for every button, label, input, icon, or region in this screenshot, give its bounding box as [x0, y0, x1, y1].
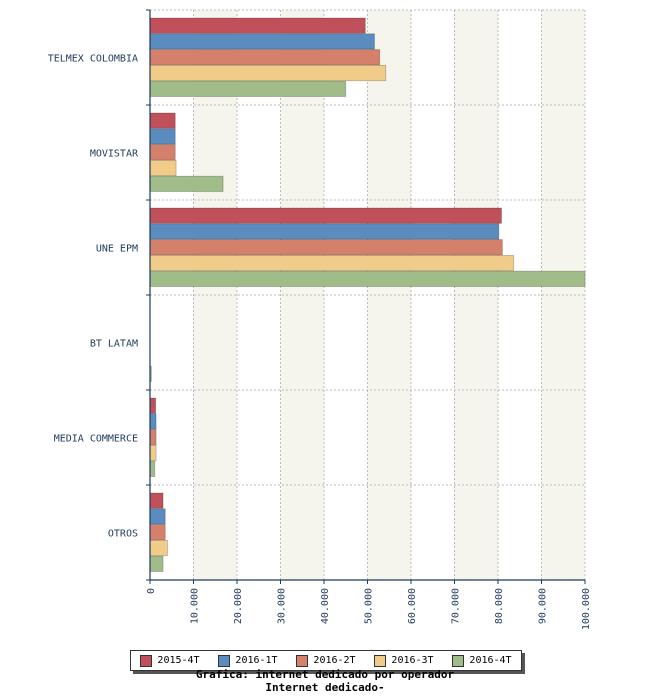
bar: [149, 159, 177, 177]
bar: [149, 270, 586, 287]
x-tick-label: 40.000: [320, 588, 331, 624]
category-label: TELMEX COLOMBIA: [48, 54, 138, 65]
category-label: OTROS: [108, 529, 138, 540]
bar: [149, 413, 157, 430]
legend-swatch: [452, 654, 465, 667]
bar: [149, 540, 168, 557]
bar: [149, 444, 157, 462]
x-tick-label: 80.000: [494, 588, 505, 624]
bar: [149, 239, 503, 256]
legend-label: 2016-3T: [391, 655, 434, 666]
x-tick-label: 100.000: [581, 588, 592, 630]
bar: [149, 17, 366, 34]
bar: [149, 80, 347, 97]
bar: [149, 508, 166, 525]
bar: [149, 207, 502, 224]
legend-item: 2016-2T: [296, 654, 356, 667]
legend-swatch: [374, 654, 387, 667]
x-tick-label: 50.000: [364, 588, 375, 624]
x-tick-label: 70.000: [451, 588, 462, 624]
legend-label: 2016-2T: [313, 655, 356, 666]
bar: [149, 128, 176, 145]
bar: [149, 223, 500, 240]
bar: [149, 492, 164, 509]
legend-item: 2016-4T: [452, 654, 512, 667]
legend-swatch: [296, 654, 309, 667]
bar-chart: 0 10.000 20.000 30.000 40.000 50.000 60.000 70.…: [48, 9, 592, 630]
bar: [149, 65, 387, 82]
category-label: MEDIA COMMERCE: [54, 434, 138, 445]
bar: [149, 555, 164, 572]
legend-item: 2015-4T: [140, 654, 200, 667]
chart-legend: 2015-4T 2016-1T 2016-2T 2016-3T 2016-4T: [130, 650, 522, 671]
legend-item: 2016-3T: [374, 654, 434, 667]
category-label: MOVISTAR: [90, 149, 139, 160]
legend-label: 2016-4T: [469, 655, 512, 666]
category-label: UNE EPM: [96, 244, 138, 255]
x-tick-label: 0: [146, 588, 157, 594]
chart-caption: Grafica: internet dedicado por operador …: [0, 668, 650, 694]
legend-label: 2015-4T: [157, 655, 200, 666]
bar: [149, 33, 375, 50]
x-tick-label: 60.000: [407, 588, 418, 624]
legend-swatch: [218, 654, 231, 667]
caption-line-2: Internet dedicado-: [265, 681, 385, 694]
x-tick-label: 10.000: [190, 588, 201, 624]
bar: [149, 49, 381, 66]
x-tick-label: 20.000: [233, 588, 244, 624]
bar: [149, 429, 157, 446]
bar: [149, 524, 166, 541]
bar: [149, 175, 224, 192]
legend-label: 2016-1T: [235, 655, 278, 666]
x-tick-label: 30.000: [277, 588, 288, 624]
bar: [149, 254, 515, 272]
category-label: BT LATAM: [90, 339, 138, 350]
bar: [149, 460, 156, 477]
bar: [149, 112, 176, 129]
legend-swatch: [140, 654, 153, 667]
caption-line-1: Grafica: internet dedicado por operador: [195, 668, 455, 681]
legend-item: 2016-1T: [218, 654, 278, 667]
x-tick-label: 90.000: [538, 588, 549, 624]
bar: [149, 144, 176, 161]
bar: [149, 397, 157, 414]
